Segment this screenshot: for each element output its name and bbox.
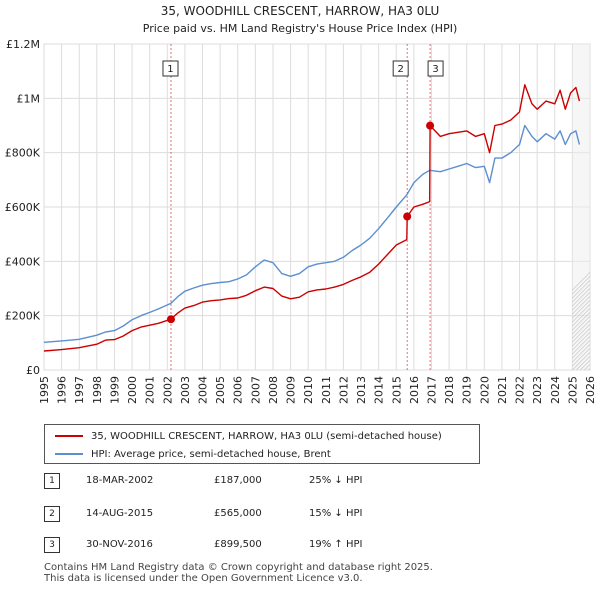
transaction-marker-label: 3 [432,64,438,75]
hatch-line [592,44,600,370]
y-tick-label: £1M [17,92,41,105]
x-tick-label: 2024 [549,376,562,404]
table-row: 2 14-AUG-2015 £565,000 15% ↓ HPI [44,506,564,524]
hatch-line [596,44,600,370]
transaction-price: £187,000 [214,475,262,486]
x-tick-label: 2017 [425,376,438,404]
x-tick-label: 2026 [584,376,597,404]
x-tick-label: 2008 [267,376,280,404]
legend-label-hpi: HPI: Average price, semi-detached house,… [91,448,331,460]
x-tick-label: 2002 [161,376,174,404]
x-tick-label: 2023 [531,376,544,404]
y-tick-label: £400K [5,255,41,268]
transaction-marker-box [392,60,409,77]
x-tick-label: 2014 [373,376,386,404]
transaction-point [166,315,175,324]
x-tick-label: 2015 [390,376,403,404]
y-tick-label: £0 [26,364,40,377]
x-tick-label: 2010 [302,376,315,404]
x-tick-label: 1998 [91,376,104,404]
x-tick-label: 2001 [144,376,157,404]
transaction-marker-box [427,60,444,77]
transaction-number: 2 [44,506,60,522]
x-tick-label: 1997 [73,376,86,404]
hatch-line [572,303,590,323]
hatch-line [572,311,590,331]
transaction-hpi: 25% ↓ HPI [309,475,363,486]
transaction-number: 1 [44,473,60,489]
x-tick-label: 2013 [355,376,368,404]
footer: Contains HM Land Registry data © Crown c… [44,562,433,584]
transaction-number: 3 [44,537,60,553]
y-tick-label: £800K [5,147,41,160]
price-chart: 35, WOODHILL CRESCENT, HARROW, HA3 0LU P… [5,4,600,404]
x-tick-label: 2021 [496,376,509,404]
legend-item-price: 35, WOODHILL CRESCENT, HARROW, HA3 0LU (… [45,428,442,444]
table-row: 1 18-MAR-2002 £187,000 25% ↓ HPI [44,473,564,491]
chart-title: 35, WOODHILL CRESCENT, HARROW, HA3 0LU [161,4,440,18]
x-tick-label: 2022 [514,376,527,404]
footer-line-2: This data is licensed under the Open Gov… [44,573,363,584]
x-tick-label: 2005 [214,376,227,404]
price-paid-line [43,84,581,352]
x-tick-label: 1996 [56,376,69,404]
transaction-marker-label: 1 [167,64,173,75]
x-tick-label: 2011 [320,376,333,404]
footer-line-1: Contains HM Land Registry data © Crown c… [44,562,433,573]
hatch-line [572,307,590,327]
transaction-marker-label: 2 [397,64,403,75]
x-tick-label: 2019 [461,376,474,404]
transaction-date: 30-NOV-2016 [86,539,153,550]
transaction-hpi: 19% ↑ HPI [309,539,363,550]
legend-swatch-hpi [55,453,83,455]
y-tick-label: £1.2M [6,38,40,51]
x-tick-label: 1995 [38,376,51,404]
transaction-point [403,212,412,221]
transaction-marker-box [162,60,179,77]
y-tick-label: £200K [5,310,41,323]
hatch-line [572,299,590,319]
x-tick-label: 2004 [197,376,210,404]
x-tick-label: 1999 [108,376,121,404]
table-row: 3 30-NOV-2016 £899,500 19% ↑ HPI [44,537,564,555]
x-tick-label: 2009 [285,376,298,404]
x-tick-label: 2000 [126,376,139,404]
x-tick-label: 2020 [478,376,491,404]
legend: 35, WOODHILL CRESCENT, HARROW, HA3 0LU (… [44,424,480,464]
x-tick-label: 2025 [566,376,579,404]
chart-subtitle: Price paid vs. HM Land Registry's House … [143,22,458,35]
transaction-hpi: 15% ↓ HPI [309,508,363,519]
transaction-price: £899,500 [214,539,262,550]
x-tick-label: 2007 [249,376,262,404]
x-tick-label: 2012 [337,376,350,404]
transaction-date: 18-MAR-2002 [86,475,154,486]
legend-swatch-price [55,435,83,437]
x-tick-label: 2006 [232,376,245,404]
hpi-line [43,124,581,343]
transaction-date: 14-AUG-2015 [86,508,154,519]
transaction-point [426,121,435,130]
legend-item-hpi: HPI: Average price, semi-detached house,… [45,446,331,462]
transaction-price: £565,000 [214,508,262,519]
x-tick-label: 2016 [408,376,421,404]
x-tick-label: 2018 [443,376,456,404]
legend-label-price: 35, WOODHILL CRESCENT, HARROW, HA3 0LU (… [91,430,442,442]
x-tick-label: 2003 [179,376,192,404]
y-tick-label: £600K [5,201,41,214]
